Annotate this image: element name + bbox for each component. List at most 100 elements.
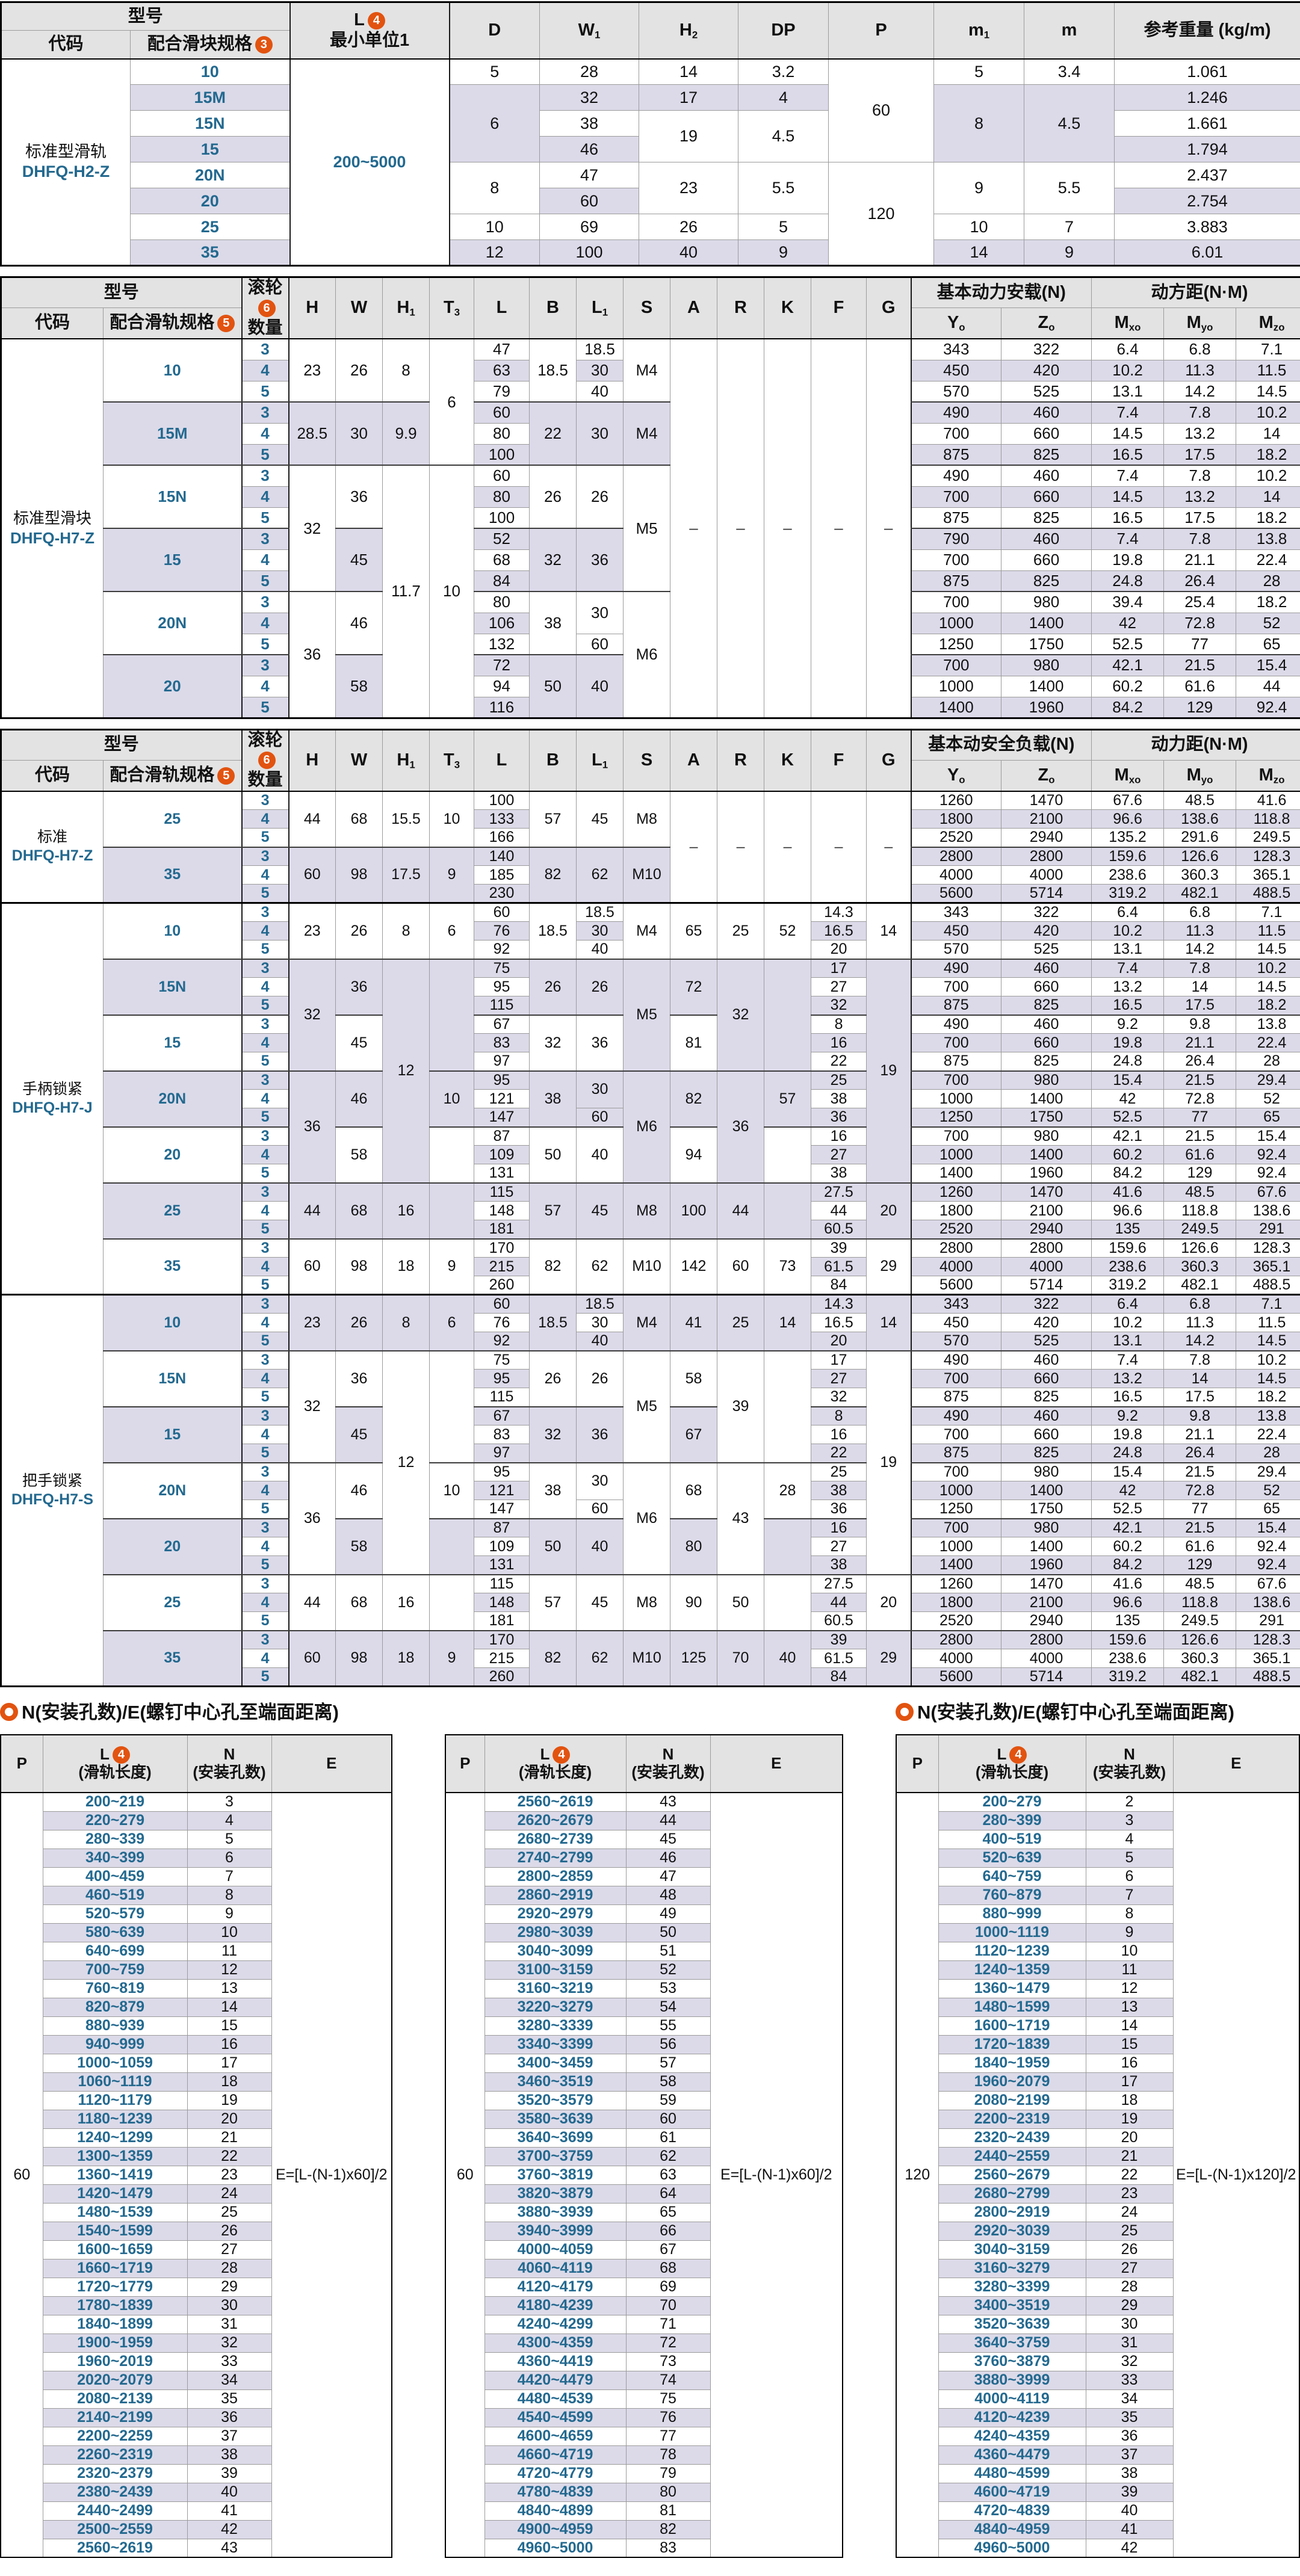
value-cell: 7 bbox=[1024, 214, 1115, 240]
spec-value: 1240~1359 bbox=[938, 1960, 1086, 1980]
value-cell: 8 bbox=[187, 1885, 272, 1905]
value-cell: 21.5 bbox=[1163, 1070, 1237, 1090]
value-cell: 26 bbox=[1085, 2240, 1174, 2259]
value-cell: 28 bbox=[1085, 2277, 1174, 2297]
value-cell: 76 bbox=[625, 2408, 711, 2427]
table-row: 3160~3219 53 bbox=[445, 1978, 843, 1998]
spec-value: 15 bbox=[102, 1014, 243, 1072]
dash-placeholder: – bbox=[717, 338, 765, 718]
value-cell: 19 bbox=[1085, 2109, 1174, 2129]
value-cell: 13 bbox=[1085, 1997, 1174, 2017]
value-cell: 11.3 bbox=[1163, 1313, 1237, 1333]
spec-value: 2800~2859 bbox=[484, 1867, 627, 1886]
value-cell: 5 bbox=[187, 1829, 272, 1849]
value-cell: 47 bbox=[474, 338, 530, 360]
value-cell: 138.6 bbox=[1236, 1593, 1300, 1613]
value-cell: 39.4 bbox=[1091, 591, 1165, 613]
roller-count: 4 bbox=[241, 1257, 289, 1277]
table-row: 520~579 9 bbox=[1, 1904, 392, 1924]
value-cell: 159.6 bbox=[1091, 1629, 1165, 1650]
standard-slider-table: 型号 滚轮6 数量 H W H1 T3 L B L1 S A R K F G 基本动力安载(N) 动方距(N·M)… bbox=[0, 276, 1300, 719]
spec-value: 2920~2979 bbox=[484, 1904, 627, 1924]
value-cell: 2940 bbox=[1001, 1611, 1092, 1631]
value-cell: 21 bbox=[1085, 2146, 1174, 2166]
value-cell: 18 bbox=[382, 1629, 430, 1687]
value-cell: M6 bbox=[623, 1462, 671, 1575]
spec-value: 3760~3879 bbox=[938, 2352, 1086, 2371]
value-cell: 11.5 bbox=[1236, 359, 1300, 381]
roller-count: 4 bbox=[241, 1649, 289, 1669]
table-row: 880~939 15 bbox=[1, 2016, 392, 2036]
column-header: P bbox=[828, 2, 935, 59]
roller-count: 5 bbox=[241, 1332, 289, 1351]
roller-count: 4 bbox=[241, 977, 289, 997]
roller-count: 5 bbox=[241, 1276, 289, 1296]
spec-value: 2680~2799 bbox=[938, 2184, 1086, 2204]
value-cell: 14 bbox=[866, 902, 912, 960]
column-header: A bbox=[670, 277, 718, 339]
value-cell: 1400 bbox=[1001, 1537, 1092, 1557]
value-cell: 95 bbox=[474, 1462, 530, 1482]
value-cell: 482.1 bbox=[1163, 1667, 1237, 1687]
value-cell: 30 bbox=[187, 2296, 272, 2315]
spec-value: 2320~2439 bbox=[938, 2128, 1086, 2148]
column-header: 配合滑块规格 3 bbox=[129, 30, 291, 59]
value-cell: 11.5 bbox=[1236, 921, 1300, 941]
value-cell: 28 bbox=[764, 1462, 812, 1519]
table-row: 2200~2259 37 bbox=[1, 2426, 392, 2446]
spec-value: 20N bbox=[102, 1462, 243, 1519]
spec-value: 4720~4779 bbox=[484, 2463, 627, 2483]
table-row: 1360~1419 23 bbox=[1, 2165, 392, 2185]
value-cell: 60 bbox=[576, 633, 624, 655]
value-cell: 5714 bbox=[1001, 884, 1092, 904]
value-cell bbox=[429, 958, 475, 1072]
value-cell: 60.2 bbox=[1091, 1145, 1165, 1165]
value-cell: 980 bbox=[1001, 591, 1092, 613]
dash-placeholder: – bbox=[764, 338, 812, 718]
value-cell: 39 bbox=[1085, 2482, 1174, 2502]
value-cell: 26 bbox=[187, 2221, 272, 2241]
value-cell: 8 bbox=[1085, 1904, 1174, 1924]
value-cell: 40 bbox=[1085, 2501, 1174, 2521]
roller-count: 5 bbox=[241, 1444, 289, 1463]
value-cell: 45 bbox=[335, 1406, 383, 1463]
value-cell: 72.8 bbox=[1163, 612, 1237, 634]
value-cell: 15.4 bbox=[1236, 1126, 1300, 1146]
table-row: 1480~1539 25 bbox=[1, 2202, 392, 2222]
value-cell: 63 bbox=[474, 359, 530, 381]
value-cell: 2800 bbox=[1001, 1238, 1092, 1258]
value-cell: 16 bbox=[382, 1182, 430, 1240]
value-cell: 44 bbox=[288, 1182, 336, 1240]
value-cell: 24 bbox=[1085, 2202, 1174, 2222]
value-cell: 1400 bbox=[1001, 612, 1092, 634]
value-cell: 47 bbox=[625, 1867, 711, 1886]
value-cell: 60 bbox=[625, 2109, 711, 2129]
spec-value: 1780~1839 bbox=[42, 2296, 188, 2315]
value-cell: 13.1 bbox=[1091, 940, 1165, 960]
pitch-value: 60 bbox=[445, 1792, 485, 2558]
value-cell: 8 bbox=[382, 1294, 430, 1351]
value-cell: 14.2 bbox=[1163, 1332, 1237, 1351]
value-cell: 7 bbox=[187, 1867, 272, 1886]
value-cell: 20 bbox=[811, 1332, 867, 1351]
value-cell: 825 bbox=[1001, 570, 1092, 592]
spec-value: 35 bbox=[102, 1629, 243, 1687]
value-cell: 65 bbox=[1236, 1500, 1300, 1519]
value-cell: 44 bbox=[811, 1593, 867, 1613]
value-cell: 73 bbox=[625, 2352, 711, 2371]
value-cell: 660 bbox=[1001, 1033, 1092, 1053]
value-cell: 84.2 bbox=[1091, 696, 1165, 718]
value-cell: 22 bbox=[187, 2146, 272, 2166]
roller-count: 5 bbox=[241, 1164, 289, 1184]
value-cell: 23 bbox=[639, 162, 739, 214]
spec-value: 2260~2319 bbox=[42, 2445, 188, 2465]
roller-count: 5 bbox=[241, 940, 289, 960]
value-cell: 2800 bbox=[911, 846, 1002, 866]
spec-value: 3880~3939 bbox=[484, 2202, 627, 2222]
column-header: Myo bbox=[1163, 759, 1237, 792]
value-cell: 22.4 bbox=[1236, 1425, 1300, 1445]
value-cell: 14.3 bbox=[811, 1294, 867, 1314]
value-cell: 18.5 bbox=[576, 902, 624, 922]
value-cell: 17 bbox=[1085, 2072, 1174, 2092]
table-row: 2800~2919 24 bbox=[896, 2202, 1299, 2222]
